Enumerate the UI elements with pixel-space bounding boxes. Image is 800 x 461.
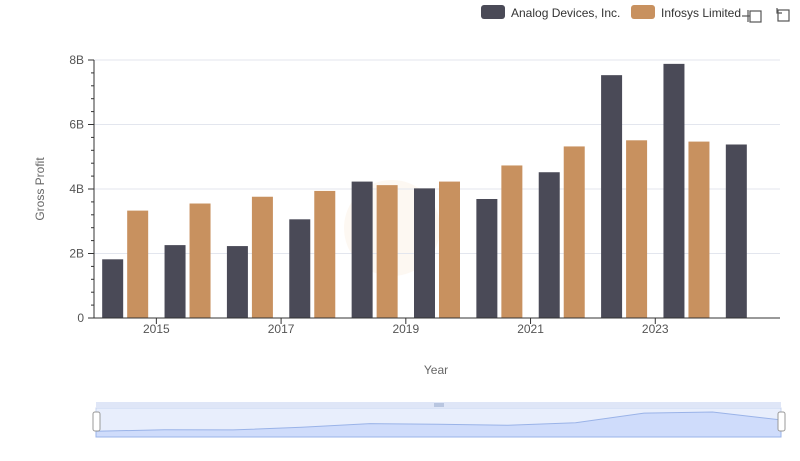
bar-analog-2019[interactable] bbox=[414, 188, 435, 318]
axes: 0 2B 4B 6B 8B 2015 2017 2019 2021 2023 bbox=[69, 53, 780, 336]
x-tick-label: 2019 bbox=[392, 322, 419, 336]
bar-infosys-2023[interactable] bbox=[688, 141, 710, 318]
bar-analog-2024[interactable] bbox=[725, 144, 747, 318]
bar-infosys-2018[interactable] bbox=[376, 185, 398, 318]
bar-infosys-2020[interactable] bbox=[501, 165, 523, 318]
bar-infosys-2014[interactable] bbox=[127, 210, 149, 318]
y-tick-label: 4B bbox=[69, 182, 84, 196]
bar-infosys-2016[interactable] bbox=[251, 196, 273, 318]
range-navigator[interactable] bbox=[92, 402, 786, 438]
bar-analog-2017[interactable] bbox=[289, 219, 311, 318]
y-tick-label: 2B bbox=[69, 247, 84, 261]
bar-infosys-2021[interactable] bbox=[563, 146, 585, 318]
y-axis-title: Gross Profit bbox=[33, 157, 47, 221]
legend-item-analog[interactable]: Analog Devices, Inc. bbox=[481, 5, 620, 20]
bar-infosys-2015[interactable] bbox=[189, 203, 211, 318]
bar-analog-2023[interactable] bbox=[663, 63, 685, 319]
bar-analog-2022[interactable] bbox=[601, 75, 623, 318]
navigator-left-handle[interactable] bbox=[92, 411, 101, 432]
y-tick-label: 6B bbox=[69, 118, 84, 132]
x-axis-title: Year bbox=[424, 363, 448, 377]
bar-analog-2014[interactable] bbox=[102, 259, 124, 318]
y-tick-label: 8B bbox=[69, 53, 84, 67]
bar-analog-2015[interactable] bbox=[164, 245, 186, 318]
bars bbox=[102, 63, 747, 319]
x-tick-label: 2017 bbox=[268, 322, 295, 336]
legend-swatch-analog bbox=[481, 5, 505, 19]
bar-infosys-2019[interactable] bbox=[439, 181, 460, 318]
legend-label-analog: Analog Devices, Inc. bbox=[511, 6, 620, 20]
x-tick-label: 2023 bbox=[642, 322, 669, 336]
navigator-right-handle[interactable] bbox=[777, 411, 786, 432]
y-tick-label: 0 bbox=[77, 311, 84, 325]
legend-item-infosys[interactable]: Infosys Limited bbox=[631, 5, 741, 20]
x-tick-label: 2021 bbox=[517, 322, 544, 336]
navigator-series-area bbox=[95, 411, 782, 438]
bar-analog-2020[interactable] bbox=[476, 198, 498, 318]
reset-zoom-icon[interactable] bbox=[776, 8, 790, 22]
legend-label-infosys: Infosys Limited bbox=[661, 6, 741, 20]
x-tick-label: 2015 bbox=[143, 322, 170, 336]
navigator-scroll-grip[interactable] bbox=[434, 403, 444, 407]
bar-infosys-2022[interactable] bbox=[626, 140, 648, 318]
bar-analog-2018[interactable] bbox=[351, 181, 373, 318]
bar-analog-2016[interactable] bbox=[226, 246, 248, 318]
bar-analog-2021[interactable] bbox=[538, 172, 560, 318]
legend-swatch-infosys bbox=[631, 5, 655, 19]
zoom-select-icon[interactable] bbox=[742, 10, 762, 23]
bar-infosys-2017[interactable] bbox=[314, 190, 336, 318]
legend: Analog Devices, Inc. Infosys Limited bbox=[481, 5, 741, 20]
